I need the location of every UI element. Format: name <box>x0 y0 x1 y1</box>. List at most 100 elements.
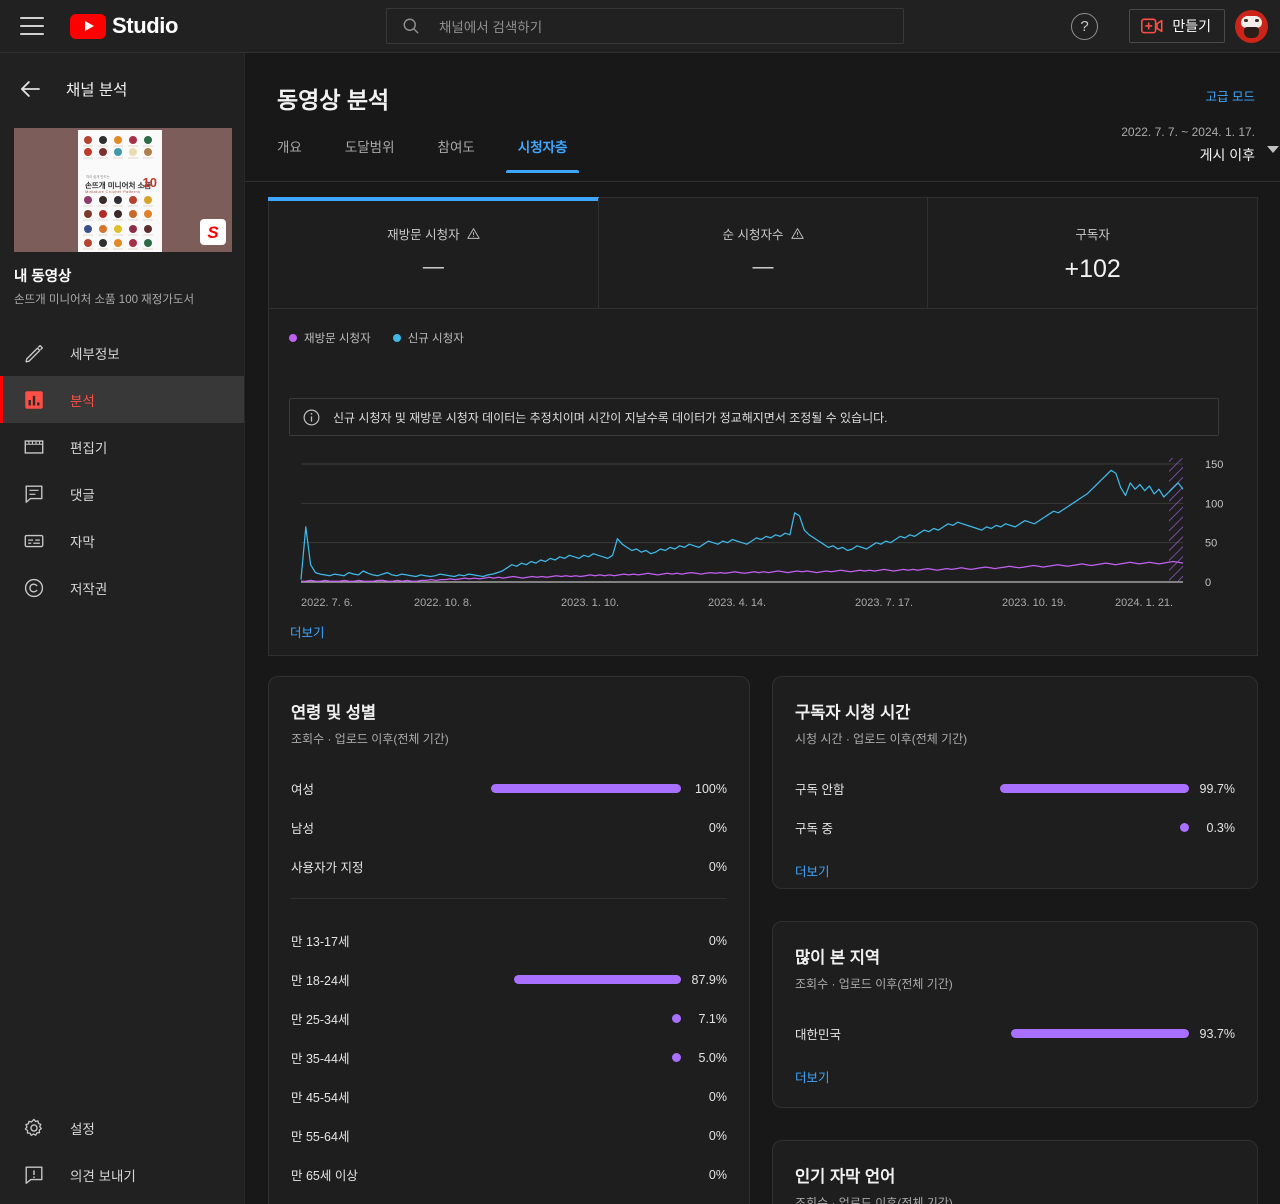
sidebar-item-label: 자막 <box>70 534 95 550</box>
data-row[interactable]: 구독 안함 99.7% <box>773 769 1257 808</box>
youtube-studio-logo[interactable]: Studio <box>70 13 178 39</box>
card-rows: 만 13-17세 0% 만 18-24세 87.9% 만 25-34세 7.1% 만 35-… <box>269 921 749 1194</box>
row-percent: 93.7% <box>1199 1026 1235 1041</box>
more-link-label: 더보기 <box>795 1071 830 1085</box>
data-row[interactable]: 만 65세 이상 0% <box>269 1155 749 1194</box>
row-percent: 100% <box>695 781 727 796</box>
metric-card-unique-viewers[interactable]: 순 시청자수 — <box>597 198 928 308</box>
legend-label: 신규 시청자 <box>407 333 464 345</box>
row-percent: 0.3% <box>1206 820 1236 835</box>
card-subtitle: 시청 시간 · 업로드 이후(전체 기간) <box>795 732 968 746</box>
card-age-gender: 연령 및 성별 조회수 · 업로드 이후(전체 기간) 여성 100% 남성 0% 사용자가… <box>268 676 750 1204</box>
chart-info-text: 신규 시청자 및 재방문 시청자 데이터는 추정치이며 시간이 지날수록 데이터… <box>333 410 888 425</box>
x-axis-tick-label: 2023. 4. 14. <box>708 597 767 609</box>
sidebar-item-feedback[interactable]: 의견 보내기 <box>0 1151 244 1198</box>
x-axis-tick-label: 2023. 7. 17. <box>855 597 914 609</box>
card-rows: 대한민국 93.7% <box>773 1014 1257 1053</box>
legend-item-returning-viewers[interactable]: 재방문 시청자 <box>289 330 371 346</box>
legend-label: 재방문 시청자 <box>304 333 371 345</box>
help-icon: ? <box>1080 18 1089 35</box>
sidebar-item-copyright[interactable]: 저작권 <box>0 564 244 611</box>
row-bar-area <box>999 823 1189 832</box>
shorts-badge: S <box>200 219 226 245</box>
tab-overview[interactable]: 개요 <box>277 140 302 155</box>
data-row[interactable]: 여성 100% <box>269 769 749 808</box>
chevron-down-icon[interactable] <box>1267 146 1279 153</box>
row-bar <box>999 784 1189 793</box>
metric-label: 순 시청자수 <box>722 228 784 242</box>
card-more-link[interactable]: 더보기 <box>795 861 1257 881</box>
book-subtitle: Miniature Crochet Patterns <box>85 189 141 194</box>
row-label: 대한민국 <box>795 1028 842 1042</box>
card-more-link[interactable]: 더보기 <box>795 1067 1257 1087</box>
card-divider <box>291 898 727 899</box>
logo-label: Studio <box>112 13 179 38</box>
warning-icon <box>466 228 480 239</box>
sidebar: 채널 분석 따라 쉽게 만드는 손뜨개 미니어처 소품 Miniature Cr… <box>0 53 245 1204</box>
help-button[interactable]: ? <box>1071 13 1098 40</box>
data-row[interactable]: 만 18-24세 87.9% <box>269 960 749 999</box>
row-bar <box>491 784 681 793</box>
tab-audience[interactable]: 시청자층 <box>505 136 580 173</box>
date-range-selector[interactable]: 2022. 7. 7. ~ 2024. 1. 17. 게시 이후 <box>1121 125 1279 165</box>
sidebar-item-editor[interactable]: 편집기 <box>0 423 244 470</box>
metric-card-returning-viewers[interactable]: 재방문 시청자 — <box>268 197 599 308</box>
legend-item-new-viewers[interactable]: 신규 시청자 <box>392 330 464 346</box>
warning-icon <box>790 228 804 239</box>
row-percent: 7.1% <box>698 1011 728 1026</box>
sidebar-item-label: 편집기 <box>70 440 108 456</box>
data-row[interactable]: 남성 0% <box>269 808 749 847</box>
page-title: 동영상 분석 <box>277 87 390 113</box>
sidebar-title: 채널 분석 <box>66 82 128 99</box>
metric-label: 재방문 시청자 <box>387 228 460 242</box>
sidebar-item-details[interactable]: 세부정보 <box>0 329 244 376</box>
video-thumbnail[interactable]: 따라 쉽게 만드는 손뜨개 미니어처 소품 Miniature Crochet … <box>14 128 232 252</box>
data-row[interactable]: 대한민국 93.7% <box>773 1014 1257 1053</box>
top-bar: Studio 채널에서 검색하기 ? 만들기 <box>0 0 1280 53</box>
row-label: 만 25-34세 <box>291 1013 350 1027</box>
metric-value: — <box>422 255 444 278</box>
book-number: 10 <box>142 175 157 190</box>
card-subscriber-watchtime: 구독자 시청 시간 시청 시간 · 업로드 이후(전체 기간) 구독 안함 99.7%… <box>772 676 1258 889</box>
data-row[interactable]: 만 25-34세 7.1% <box>269 999 749 1038</box>
audience-line-chart: 0 50 100 150 <box>300 458 1223 589</box>
tab-engagement[interactable]: 참여도 <box>437 140 475 155</box>
data-row[interactable]: 사용자가 지정 0% <box>269 847 749 886</box>
row-bar <box>1011 1029 1189 1038</box>
x-axis-tick-label: 2022. 10. 8. <box>414 597 473 609</box>
data-row[interactable]: 만 55-64세 0% <box>269 1116 749 1155</box>
search-input[interactable]: 채널에서 검색하기 <box>386 8 904 44</box>
metric-card-subscribers[interactable]: 구독자 +102 <box>927 198 1257 308</box>
card-rows: 구독 안함 99.7% 구독 중 0.3% <box>773 769 1257 847</box>
data-row[interactable]: 구독 중 0.3% <box>773 808 1257 847</box>
sidebar-header: 채널 분석 <box>0 61 244 117</box>
row-bar-area <box>491 1170 681 1179</box>
feedback-icon <box>22 1163 46 1187</box>
row-bar-dot <box>1180 823 1189 832</box>
row-bar-area <box>999 1029 1189 1038</box>
data-row[interactable]: 만 13-17세 0% <box>269 921 749 960</box>
x-axis-tick-label: 2023. 10. 19. <box>1002 597 1067 609</box>
date-range-preset: 게시 이후 <box>1199 147 1255 163</box>
row-label: 만 55-64세 <box>291 1130 350 1144</box>
tab-reach[interactable]: 도달범위 <box>344 140 395 155</box>
advanced-mode-link[interactable]: 고급 모드 <box>1205 90 1255 104</box>
row-label: 만 13-17세 <box>291 935 350 949</box>
avatar[interactable] <box>1235 10 1268 43</box>
back-arrow-icon[interactable] <box>18 76 44 102</box>
data-row[interactable]: 만 45-54세 0% <box>269 1077 749 1116</box>
sidebar-item-analytics[interactable]: 분석 <box>0 376 244 423</box>
row-percent: 0% <box>708 933 727 948</box>
metric-value: — <box>752 255 774 278</box>
sidebar-item-settings[interactable]: 설정 <box>0 1104 244 1151</box>
data-row[interactable]: 만 35-44세 5.0% <box>269 1038 749 1077</box>
chart-more-link[interactable]: 더보기 <box>290 622 325 642</box>
row-percent: 0% <box>708 1167 727 1182</box>
create-button[interactable]: 만들기 <box>1129 9 1225 43</box>
sidebar-item-comments[interactable]: 댓글 <box>0 470 244 517</box>
hamburger-icon[interactable] <box>20 17 44 35</box>
avatar-face <box>1241 16 1262 28</box>
row-bar-area <box>491 784 681 793</box>
sidebar-item-subtitles[interactable]: 자막 <box>0 517 244 564</box>
